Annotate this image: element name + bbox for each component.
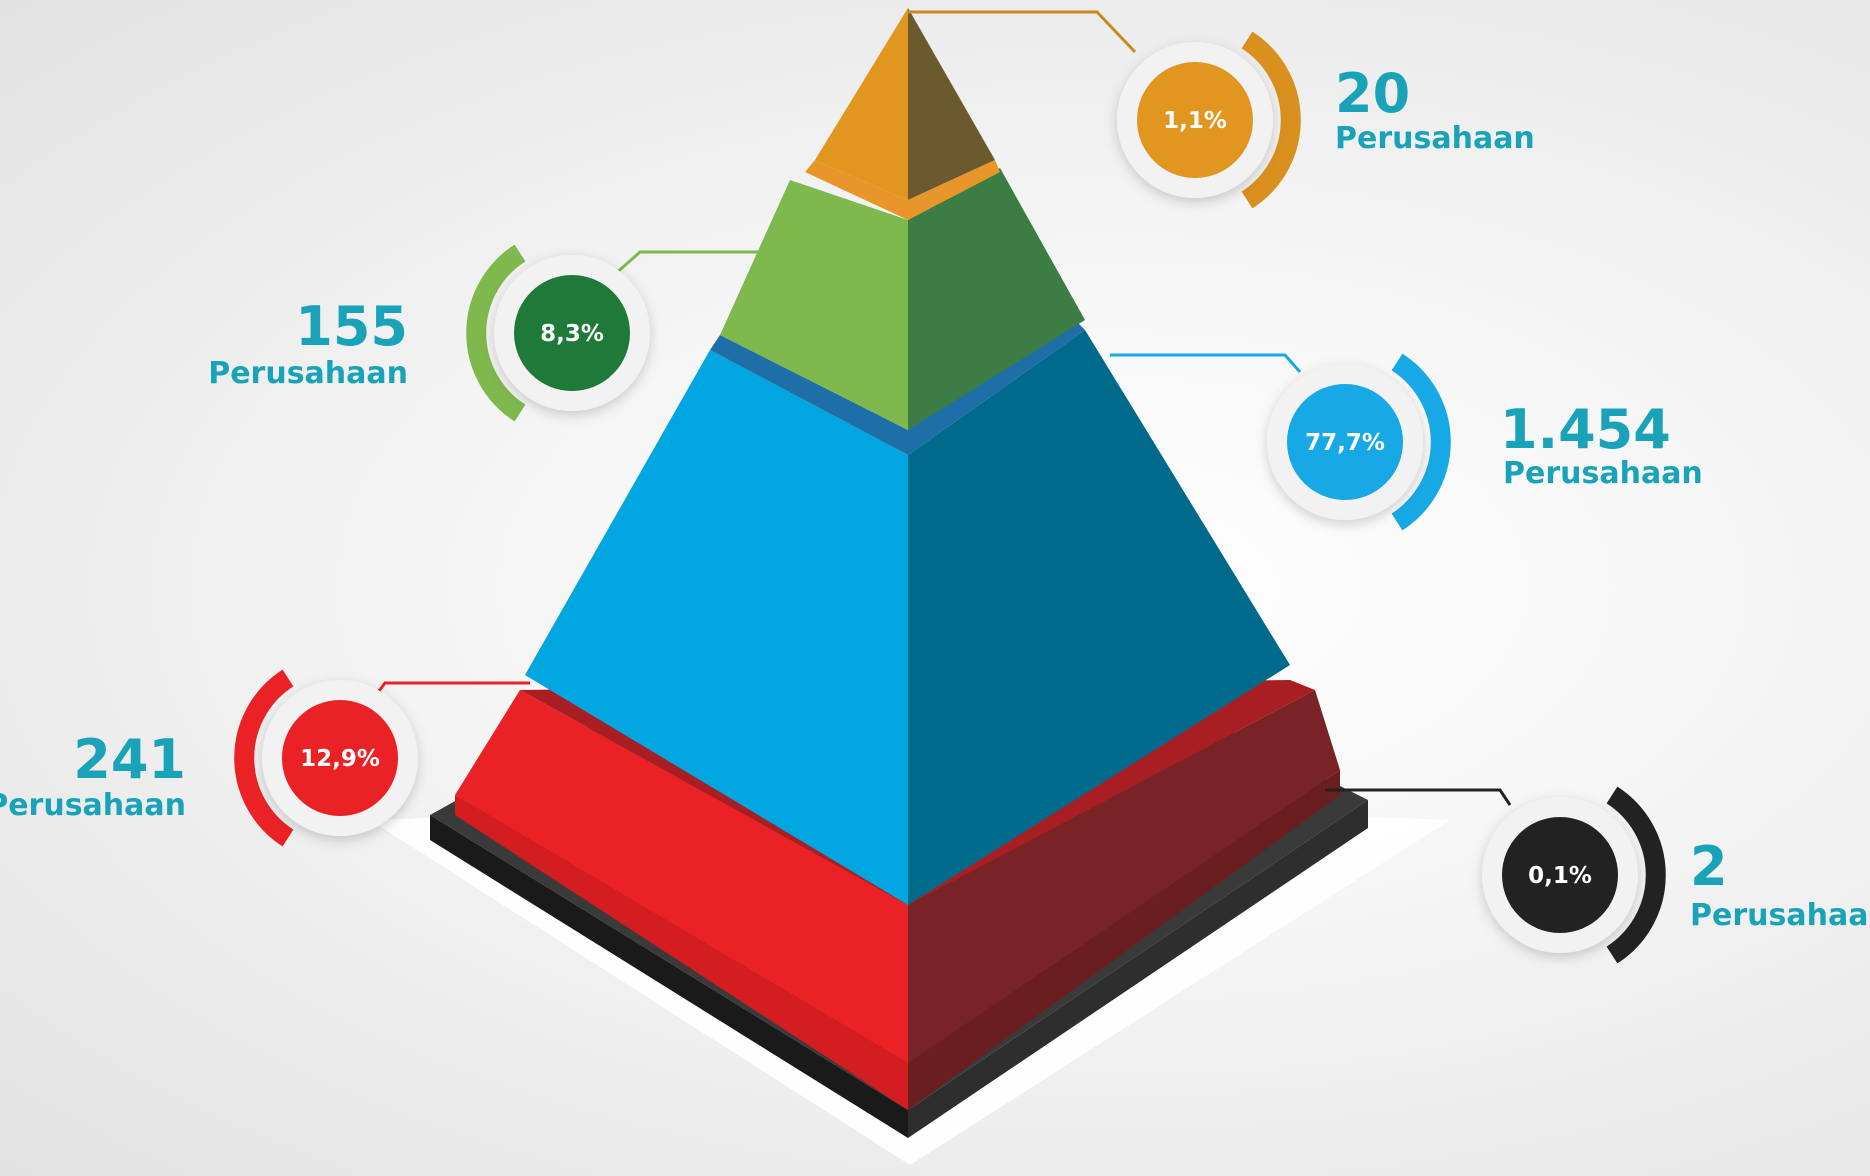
badge-top-arc — [1241, 31, 1301, 209]
badge-foundation-arc — [1606, 786, 1666, 964]
badge-top: 1,1% — [1117, 31, 1301, 209]
label-base-unit: Perusahaan — [0, 788, 186, 823]
badge-base-percent: 12,9% — [300, 746, 380, 772]
badge-second: 8,3% — [466, 244, 650, 422]
label-middle-unit: Perusahaan — [1503, 456, 1703, 491]
badge-foundation: 0,1% — [1482, 786, 1666, 964]
badge-middle-percent: 77,7% — [1305, 430, 1385, 456]
connector-top — [908, 10, 1137, 54]
badge-top-percent: 1,1% — [1163, 108, 1227, 134]
label-middle-count: 1.454 — [1500, 398, 1671, 461]
badge-base-arc — [234, 669, 294, 847]
label-second-unit: Perusahaan — [208, 356, 408, 391]
badge-base: 12,9% — [234, 669, 418, 847]
tier-second — [720, 168, 1085, 430]
tier-middle — [525, 320, 1290, 905]
connector-base — [368, 681, 530, 704]
label-foundation-unit: Perusahaan — [1690, 898, 1870, 933]
tier-top — [805, 8, 1000, 220]
label-top-count: 20 — [1335, 62, 1410, 125]
connector-middle — [1110, 353, 1302, 373]
badge-second-percent: 8,3% — [540, 321, 604, 347]
badge-middle: 77,7% — [1267, 353, 1451, 531]
badge-second-arc — [466, 244, 526, 422]
label-second-count: 155 — [295, 295, 408, 358]
label-foundation-count: 2 — [1690, 835, 1728, 898]
connector-foundation — [1325, 788, 1512, 806]
label-base-count: 241 — [73, 728, 186, 791]
badge-middle-arc — [1391, 353, 1451, 531]
badge-foundation-percent: 0,1% — [1528, 863, 1592, 889]
label-top-unit: Perusahaan — [1335, 121, 1535, 156]
